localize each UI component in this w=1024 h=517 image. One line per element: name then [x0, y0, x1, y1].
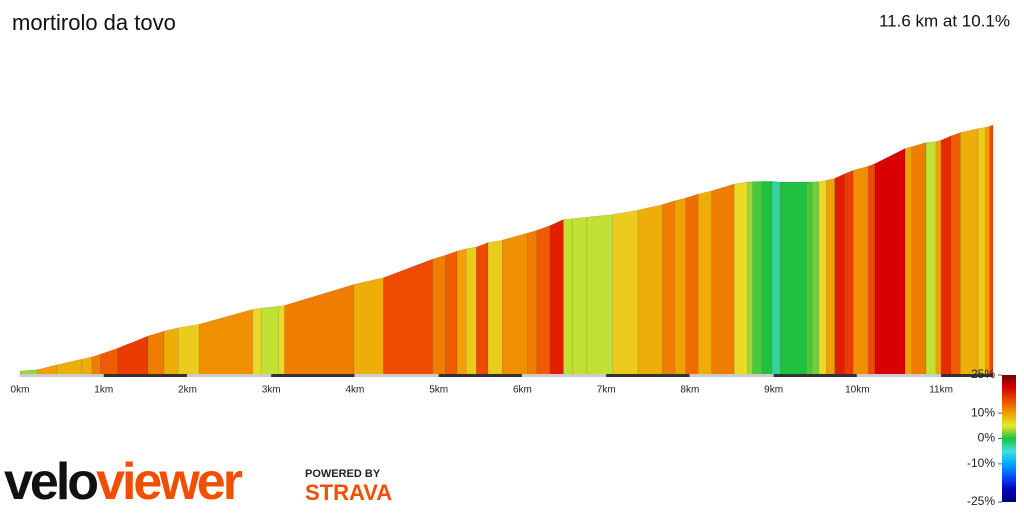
- gradient-segment: [487, 239, 503, 376]
- gradient-segment: [960, 128, 979, 376]
- logo: veloviewer: [4, 453, 243, 511]
- gradient-segment: [527, 229, 537, 376]
- x-tick-label: 10km: [845, 385, 869, 396]
- gradient-segment: [563, 218, 573, 376]
- powered-by: POWERED BY: [305, 468, 381, 480]
- gradient-segment: [811, 181, 820, 376]
- gradient-segment: [805, 181, 813, 376]
- gradient-segment: [586, 214, 614, 376]
- gradient-segment: [752, 181, 763, 376]
- gradient-segment: [826, 177, 836, 376]
- gradient-segment: [989, 124, 994, 376]
- gradient-segment: [935, 139, 942, 376]
- x-tick-label: 3km: [262, 385, 281, 396]
- strava-logo: STRAVA: [305, 480, 392, 505]
- gradient-segment: [761, 181, 773, 376]
- gradient-segment: [91, 353, 101, 376]
- gradient-segment: [432, 254, 446, 376]
- legend-label: 25%: [971, 367, 995, 381]
- gradient-segment: [747, 181, 753, 376]
- gradient-segment: [117, 335, 149, 376]
- chart-title: mortirolo da tovo: [12, 10, 176, 35]
- summary: 11.6 km at 10.1%: [879, 11, 1010, 30]
- gradient-segment: [278, 305, 285, 376]
- x-tick-label: 11km: [929, 385, 953, 396]
- x-tick-label: 9km: [764, 385, 783, 396]
- gradient-segment: [711, 183, 735, 376]
- x-tick-label: 8km: [680, 385, 699, 396]
- gradient-segment: [867, 163, 876, 376]
- gradient-segment: [260, 305, 280, 376]
- gradient-segment: [771, 181, 781, 376]
- axis-km-band: [103, 374, 188, 377]
- gradient-segment: [252, 307, 262, 376]
- legend-label: 10%: [971, 405, 995, 419]
- gradient-segment: [685, 193, 699, 376]
- gradient-segment: [37, 364, 58, 376]
- gradient-segment: [985, 125, 990, 376]
- x-tick-label: 2km: [178, 385, 197, 396]
- gradient-segment: [834, 173, 846, 376]
- gradient-segment: [147, 330, 165, 376]
- axis-km-band: [606, 374, 690, 377]
- legend-label: -25%: [967, 494, 995, 508]
- gradient-segment: [940, 135, 952, 376]
- gradient-segment: [572, 216, 588, 376]
- logo-viewer: viewer: [96, 453, 243, 511]
- gradient-segment: [674, 197, 686, 376]
- gradient-segment: [476, 242, 489, 376]
- color-legend: 25% 10% 0% -10% -25%: [967, 367, 1016, 508]
- gradient-segment: [81, 356, 93, 376]
- gradient-segment: [466, 246, 477, 376]
- axis-km-band: [773, 374, 858, 377]
- gradient-segment: [697, 190, 712, 376]
- profile: [19, 124, 994, 376]
- gradient-segment: [100, 347, 119, 376]
- gradient-segment: [612, 209, 639, 376]
- gradient-segment: [383, 258, 434, 376]
- gradient-segment: [904, 146, 913, 376]
- logo-velo: velo: [4, 453, 97, 511]
- x-tick-label: 4km: [345, 385, 364, 396]
- gradient-segment: [353, 277, 384, 376]
- axis-km-band: [941, 374, 993, 377]
- gradient-segment: [911, 142, 927, 376]
- gradient-segment: [502, 232, 528, 376]
- gradient-segment: [818, 180, 827, 376]
- gradient-segment: [456, 248, 467, 376]
- gradient-segment: [661, 200, 676, 376]
- gradient-segment: [177, 323, 200, 376]
- gradient-segment: [852, 165, 869, 376]
- gradient-segment: [780, 181, 807, 376]
- gradient-segment: [925, 141, 937, 376]
- axis-km-band: [271, 374, 355, 377]
- gradient-segment: [163, 327, 179, 376]
- gradient-segment: [874, 147, 906, 376]
- gradient-segment: [198, 308, 254, 376]
- x-tick-label: 6km: [513, 385, 532, 396]
- gradient-segment: [977, 126, 986, 376]
- gradient-segment: [445, 250, 458, 376]
- gradient-segment: [56, 358, 83, 376]
- legend-label: 0%: [978, 431, 996, 445]
- color-bar: [1002, 375, 1016, 502]
- gradient-segment: [733, 181, 748, 376]
- x-tick-label: 1km: [94, 385, 113, 396]
- x-axis: 0km 1km 2km 3km 4km 5km 6km 7km 8km 9km 10km 11km: [11, 374, 993, 396]
- gradient-segment: [637, 204, 663, 376]
- gradient-segment: [844, 169, 854, 376]
- gradient-segment: [950, 132, 961, 376]
- gradient-segment: [284, 283, 355, 376]
- gradient-segment: [536, 225, 551, 376]
- x-tick-label: 7km: [597, 385, 616, 396]
- legend-label: -10%: [967, 456, 995, 470]
- axis-km-band: [438, 374, 523, 377]
- x-tick-label: 0km: [11, 385, 30, 396]
- gradient-segment: [549, 219, 564, 376]
- x-tick-label: 5km: [429, 385, 448, 396]
